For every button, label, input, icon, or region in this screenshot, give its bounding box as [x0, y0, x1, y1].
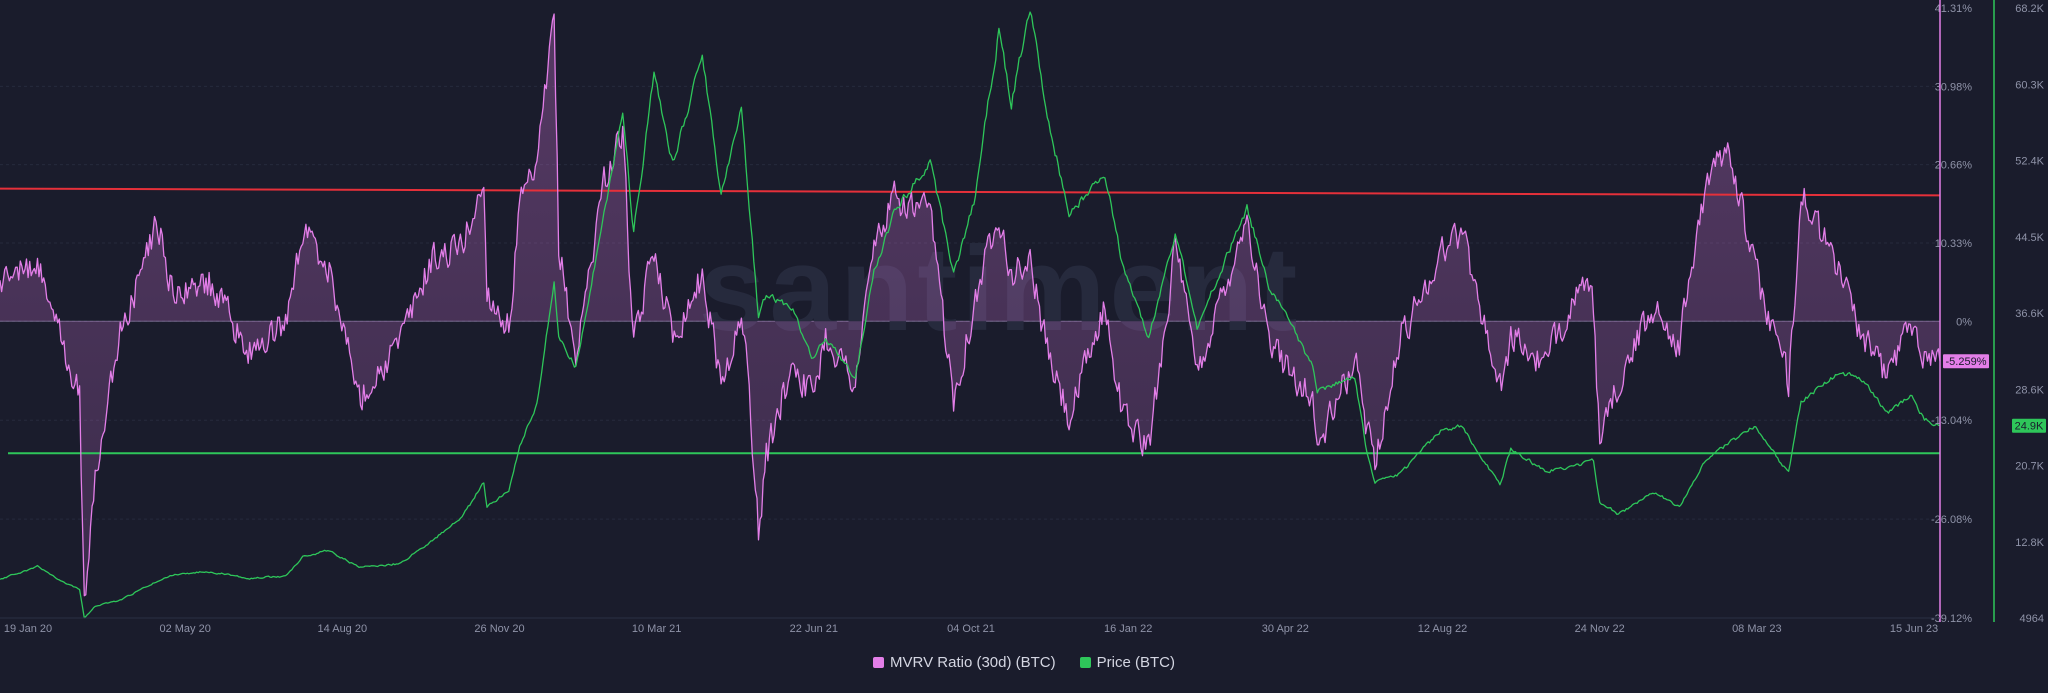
mvrv-series-line — [0, 13, 1941, 597]
x-tick-label: 16 Jan 22 — [1104, 623, 1152, 635]
legend-label-mvrv: MVRV Ratio (30d) (BTC) — [890, 654, 1056, 671]
mvrv-tick-label: 30.98% — [1935, 81, 1973, 93]
mvrv-current-value: -5.259% — [1946, 356, 1987, 368]
mvrv-tick-label: 20.66% — [1935, 160, 1973, 172]
badge-layer: -5.259% 24.9K — [1943, 354, 2046, 433]
price-series-line — [0, 11, 1941, 619]
price-tick-label: 68.2K — [2015, 3, 2044, 15]
legend-swatch-price — [1079, 657, 1091, 668]
legend-label-price: Price (BTC) — [1096, 654, 1175, 671]
price-tick-label: 52.4K — [2015, 156, 2044, 168]
series-layer — [0, 11, 1941, 619]
reference-lines — [0, 187, 1941, 455]
x-tick-label: 08 Mar 23 — [1732, 623, 1782, 635]
x-tick-label: 10 Mar 21 — [632, 623, 682, 635]
legend-swatch-mvrv — [873, 657, 885, 668]
price-tick-label: 20.7K — [2015, 461, 2044, 473]
mvrv-tick-label: 10.33% — [1935, 238, 1973, 250]
legend-item-price[interactable]: Price (BTC) — [1079, 654, 1175, 671]
mvrv-tick-label: -26.08% — [1931, 514, 1972, 526]
x-tick-label: 12 Aug 22 — [1418, 623, 1468, 635]
price-tick-label: 12.8K — [2015, 537, 2044, 549]
x-tick-label: 22 Jun 21 — [790, 623, 838, 635]
x-tick-label: 04 Oct 21 — [947, 623, 995, 635]
price-tick-label: 28.6K — [2015, 384, 2044, 396]
axis-layer: 41.31% 30.98% 20.66% 10.33% 0% -13.04% -26.08%… — [0, 0, 2045, 635]
x-tick-label: 19 Jan 20 — [4, 623, 52, 635]
mvrv-tick-label: -13.04% — [1931, 415, 1972, 427]
mvrv-current-badge — [1943, 354, 1989, 369]
x-tick-label: 26 Nov 20 — [474, 623, 524, 635]
red-reference-line — [0, 187, 1941, 197]
x-tick-label: 15 Jun 23 — [1890, 623, 1938, 635]
price-tick-label: 60.3K — [2015, 79, 2044, 91]
price-tick-label: 4964 — [2020, 613, 2044, 625]
legend: MVRV Ratio (30d) (BTC) Price (BTC) — [0, 654, 2048, 671]
mvrv-tick-label: 0% — [1956, 316, 1972, 328]
price-tick-label: 36.6K — [2015, 308, 2044, 320]
price-current-badge — [2012, 418, 2046, 433]
mvrv-tick-label: 41.31% — [1935, 3, 1973, 15]
mvrv-tick-label: -39.12% — [1931, 613, 1972, 625]
x-tick-label: 14 Aug 20 — [318, 623, 368, 635]
x-tick-label: 02 May 20 — [159, 623, 210, 635]
legend-item-mvrv[interactable]: MVRV Ratio (30d) (BTC) — [873, 654, 1056, 671]
x-tick-label: 30 Apr 22 — [1262, 623, 1309, 635]
price-tick-label: 44.5K — [2015, 232, 2044, 244]
x-tick-label: 24 Nov 22 — [1575, 623, 1625, 635]
price-current-value: 24.9K — [2015, 421, 2044, 433]
